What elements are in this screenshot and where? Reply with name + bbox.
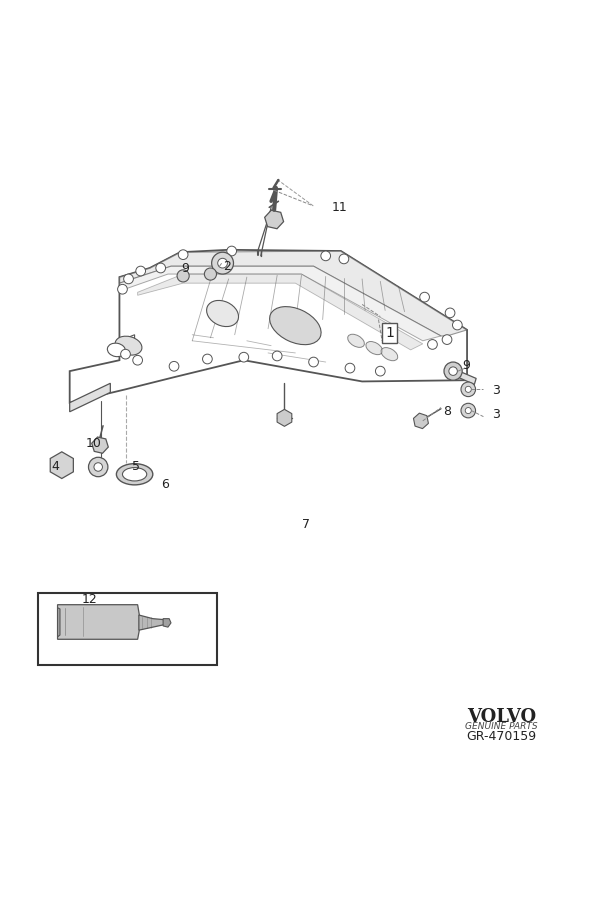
Circle shape [449,367,458,375]
Ellipse shape [122,468,147,481]
Circle shape [218,258,228,268]
Circle shape [427,339,437,349]
Polygon shape [69,250,467,402]
Text: 2: 2 [223,260,231,273]
Circle shape [133,356,143,365]
Circle shape [178,250,188,259]
Polygon shape [458,371,476,384]
Text: 8: 8 [443,405,451,418]
Polygon shape [139,615,167,630]
Circle shape [461,382,475,397]
Circle shape [212,252,234,274]
Circle shape [169,362,179,371]
Ellipse shape [116,464,153,485]
Polygon shape [138,274,423,350]
Circle shape [272,351,282,361]
Polygon shape [119,266,441,341]
Circle shape [202,354,212,364]
Ellipse shape [347,334,364,347]
Ellipse shape [207,301,239,327]
Circle shape [89,457,108,477]
Ellipse shape [366,341,383,355]
Text: GENUINE PARTS: GENUINE PARTS [466,722,538,731]
Circle shape [156,263,165,273]
Circle shape [309,357,319,367]
Circle shape [339,254,349,264]
Text: GR-470159: GR-470159 [467,730,537,742]
Circle shape [124,274,133,284]
Circle shape [117,284,127,294]
Circle shape [94,463,103,472]
Text: 9: 9 [462,358,470,372]
Polygon shape [119,335,135,356]
Text: 10: 10 [86,437,102,450]
Polygon shape [119,251,467,336]
Text: 11: 11 [331,201,347,214]
Polygon shape [58,605,141,639]
Text: 12: 12 [81,593,97,607]
Circle shape [121,349,130,359]
Circle shape [136,266,146,276]
Circle shape [444,362,462,380]
Circle shape [442,335,452,345]
Polygon shape [69,383,110,412]
Text: 6: 6 [161,478,169,491]
FancyBboxPatch shape [38,592,216,665]
Circle shape [465,386,471,392]
Circle shape [465,408,471,414]
Ellipse shape [115,337,142,356]
Ellipse shape [381,347,398,361]
Text: 3: 3 [491,409,499,421]
Circle shape [419,292,429,302]
Polygon shape [58,608,60,637]
Circle shape [345,364,355,373]
Polygon shape [163,618,171,627]
Circle shape [453,320,462,330]
Text: 1: 1 [385,326,394,340]
Circle shape [375,366,385,376]
Text: 4: 4 [52,460,60,473]
Circle shape [321,251,330,261]
Text: 3: 3 [491,384,499,397]
Circle shape [461,403,475,418]
Ellipse shape [108,343,125,356]
Text: 7: 7 [303,518,311,530]
Circle shape [239,352,248,362]
Circle shape [227,247,237,256]
Ellipse shape [269,307,321,345]
Circle shape [445,308,455,318]
Text: 9: 9 [181,262,189,274]
Circle shape [177,270,189,282]
Circle shape [204,268,216,280]
Text: 5: 5 [132,460,140,473]
Text: VOLVO: VOLVO [467,708,536,726]
